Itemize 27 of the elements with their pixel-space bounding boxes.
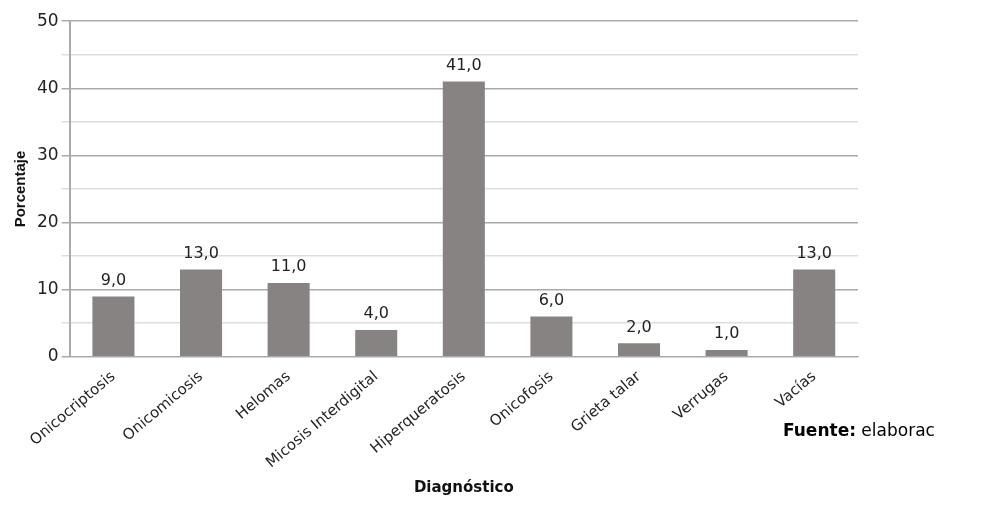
data-label: 1,0 (713, 323, 740, 343)
data-label: 6,0 (538, 289, 565, 309)
bar (617, 343, 661, 357)
data-label: 11,0 (270, 256, 307, 276)
data-label: 2,0 (626, 316, 652, 336)
y-tick-label: 0 (47, 345, 59, 366)
data-label: 4,0 (363, 303, 389, 323)
bar (92, 296, 135, 357)
y-axis-title: Porcentaje (11, 150, 29, 228)
data-label: 41,0 (446, 54, 482, 74)
source-note: Fuente: elaborac (783, 420, 935, 440)
bar (530, 316, 573, 357)
bar (355, 329, 398, 357)
y-tick-label: 50 (36, 9, 59, 30)
bar (793, 269, 836, 357)
y-tick-label: 20 (36, 210, 59, 231)
bar (267, 282, 310, 357)
bar (180, 269, 223, 357)
y-tick-label: 30 (36, 143, 59, 164)
bar (705, 350, 748, 357)
data-label: 13,0 (183, 242, 219, 262)
y-tick-label: 10 (36, 278, 59, 299)
x-axis-title: Diagnóstico (413, 477, 514, 496)
data-label: 13,0 (796, 242, 833, 262)
bar (442, 81, 485, 357)
data-label: 9,0 (100, 269, 127, 289)
y-tick-label: 40 (36, 76, 59, 97)
